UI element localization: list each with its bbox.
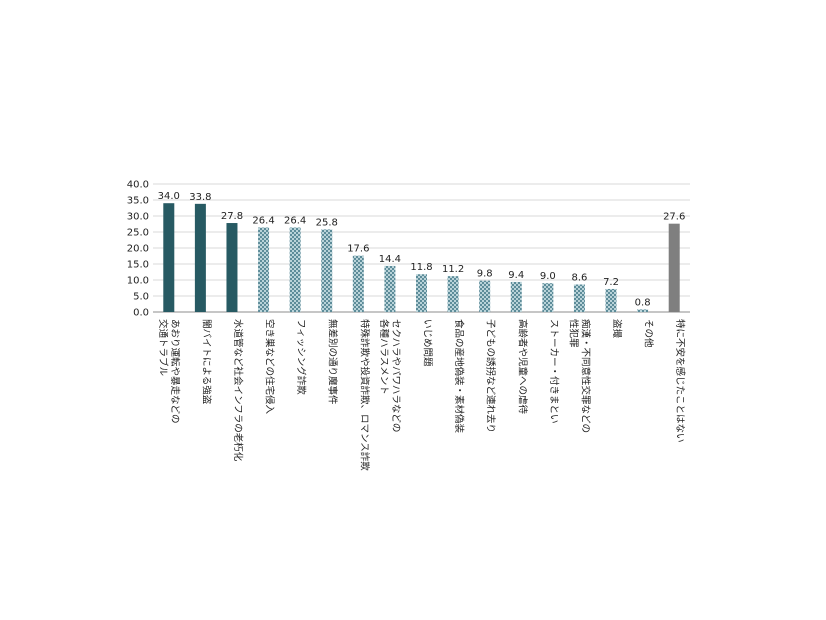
- data-label: 17.6: [347, 244, 369, 255]
- bar: [163, 203, 175, 312]
- category-label: 食品の産地偽装・素材偽装: [453, 319, 465, 434]
- y-tick-label: 0.0: [133, 308, 149, 319]
- category-label: 痴漢・不同意性交罪などの: [579, 319, 591, 433]
- data-label: 11.2: [442, 264, 464, 275]
- data-label: 26.4: [284, 216, 306, 227]
- bar: [447, 276, 459, 312]
- bar: [384, 265, 396, 312]
- data-label: 11.8: [410, 262, 432, 273]
- category-label: 特に不安を感じたことはない: [674, 319, 686, 443]
- bars: [163, 203, 680, 312]
- category-label: 各種ハラスメント: [378, 319, 390, 395]
- data-label: 27.8: [221, 211, 243, 222]
- category-label: 闇バイトによる強盗: [200, 319, 212, 405]
- bar: [416, 274, 427, 312]
- data-label: 8.6: [571, 272, 587, 283]
- data-label: 33.8: [189, 192, 211, 203]
- data-label: 9.8: [477, 269, 493, 280]
- y-tick-label: 25.0: [127, 228, 149, 239]
- bar: [479, 280, 491, 312]
- data-labels: 34.0 33.8 27.8 26.4 26.4 25.8 17.6 14.4 11.8 11.2…: [158, 191, 686, 308]
- category-label: フィッシング詐欺: [295, 319, 307, 395]
- data-label: 34.0: [158, 191, 180, 202]
- category-label: 高齢者や児童への虐待: [516, 319, 528, 415]
- bar: [321, 229, 333, 312]
- gridlines: [153, 183, 690, 313]
- category-label: 盗撮: [611, 319, 623, 339]
- category-label: あおり運転や暴走などの: [169, 319, 180, 424]
- y-tick-label: 40.0: [127, 180, 149, 191]
- data-label: 9.4: [508, 270, 524, 281]
- category-label: 無差別の通り魔事件: [327, 319, 339, 405]
- y-tick-label: 15.0: [127, 260, 149, 271]
- category-label: 特殊詐欺や投資詐欺、ロマンス詐欺: [358, 319, 370, 471]
- category-label: ストーカー・付きまとい: [548, 319, 559, 424]
- y-tick-label: 5.0: [133, 292, 149, 303]
- data-label: 7.2: [603, 277, 619, 288]
- bar: [668, 223, 680, 312]
- bar: [542, 283, 554, 312]
- y-tick-label: 20.0: [127, 244, 149, 255]
- category-label: セクハラやパワハラなどの: [390, 319, 401, 432]
- data-label: 26.4: [252, 216, 274, 227]
- category-label: 性犯罪: [567, 319, 579, 348]
- data-label: 14.4: [379, 254, 401, 265]
- category-label: いじめ問題: [422, 319, 433, 367]
- bar: [226, 223, 238, 312]
- data-label: 9.0: [540, 271, 556, 282]
- data-label: 0.8: [635, 297, 651, 308]
- bar: [605, 288, 617, 312]
- bar: [573, 284, 585, 312]
- y-tick-label: 35.0: [127, 196, 149, 207]
- y-tick-label: 10.0: [127, 276, 149, 287]
- category-label: 空き巣などの住宅侵入: [264, 319, 276, 415]
- category-label: 水道管など社会インフラの老朽化: [232, 319, 244, 462]
- bar: [289, 227, 301, 312]
- bar: [194, 203, 206, 312]
- data-label: 27.6: [663, 212, 685, 223]
- y-axis: 0.0 5.0 10.0 15.0 20.0 25.0 30.0 35.0 40.0: [127, 180, 149, 319]
- y-tick-label: 30.0: [127, 212, 149, 223]
- category-label: 子どもの誘拐など連れ去り: [485, 319, 497, 433]
- bar: [510, 281, 522, 312]
- data-label: 25.8: [316, 217, 338, 228]
- bar: [352, 255, 364, 312]
- category-label: 交通トラブル: [157, 319, 169, 377]
- bar: [258, 227, 270, 312]
- category-label: その他: [643, 319, 655, 348]
- bar: [637, 309, 649, 312]
